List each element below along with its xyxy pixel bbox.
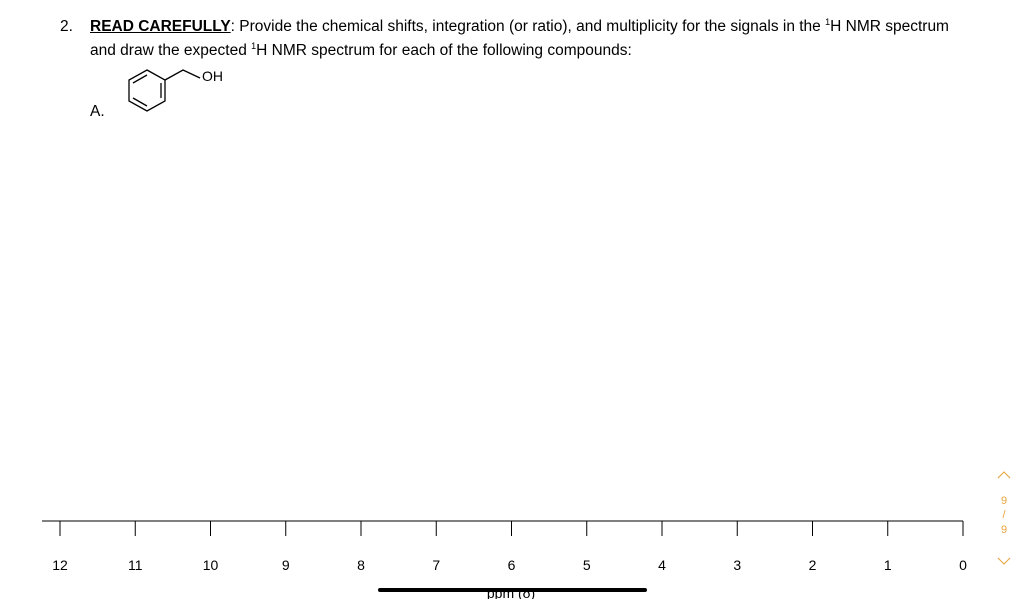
tick-label: 4 [658,557,666,573]
prev-page[interactable] [997,471,1011,479]
tick-label: 0 [959,557,967,573]
next-page[interactable] [997,557,1011,565]
superscript: 1 [825,17,831,27]
page-current: 9 [1001,495,1007,507]
question-number: 2. [60,18,73,35]
group-label: OH [202,68,223,84]
tick-label: 1 [884,557,892,573]
text: H NMR spectrum for each of the following… [256,42,632,59]
tick-label: 2 [809,557,817,573]
tick-label: 6 [508,557,516,573]
tick-label: 3 [733,557,741,573]
question-text: READ CAREFULLY: Provide the chemical shi… [90,15,960,63]
emphasis: READ CAREFULLY [90,18,231,35]
tick-label: 5 [583,557,591,573]
page-separator: / [1002,509,1006,521]
text: H NMR spectrum and draw the expected [90,18,949,59]
tick-label: 7 [432,557,440,573]
page-total: 9 [1001,524,1007,536]
tick-label: 9 [282,557,290,573]
scrollbar[interactable] [378,588,647,592]
tick-label: 11 [128,557,143,573]
superscript: 1 [251,41,257,51]
tick-label: 12 [52,557,68,573]
compound-label: A. [90,103,105,120]
tick-label: 10 [203,557,219,573]
tick-label: 8 [357,557,365,573]
text: : Provide the chemical shifts, integrati… [230,18,826,35]
molecule [128,69,201,112]
question: 2. READ CAREFULLY: Provide the chemical … [60,15,949,60]
